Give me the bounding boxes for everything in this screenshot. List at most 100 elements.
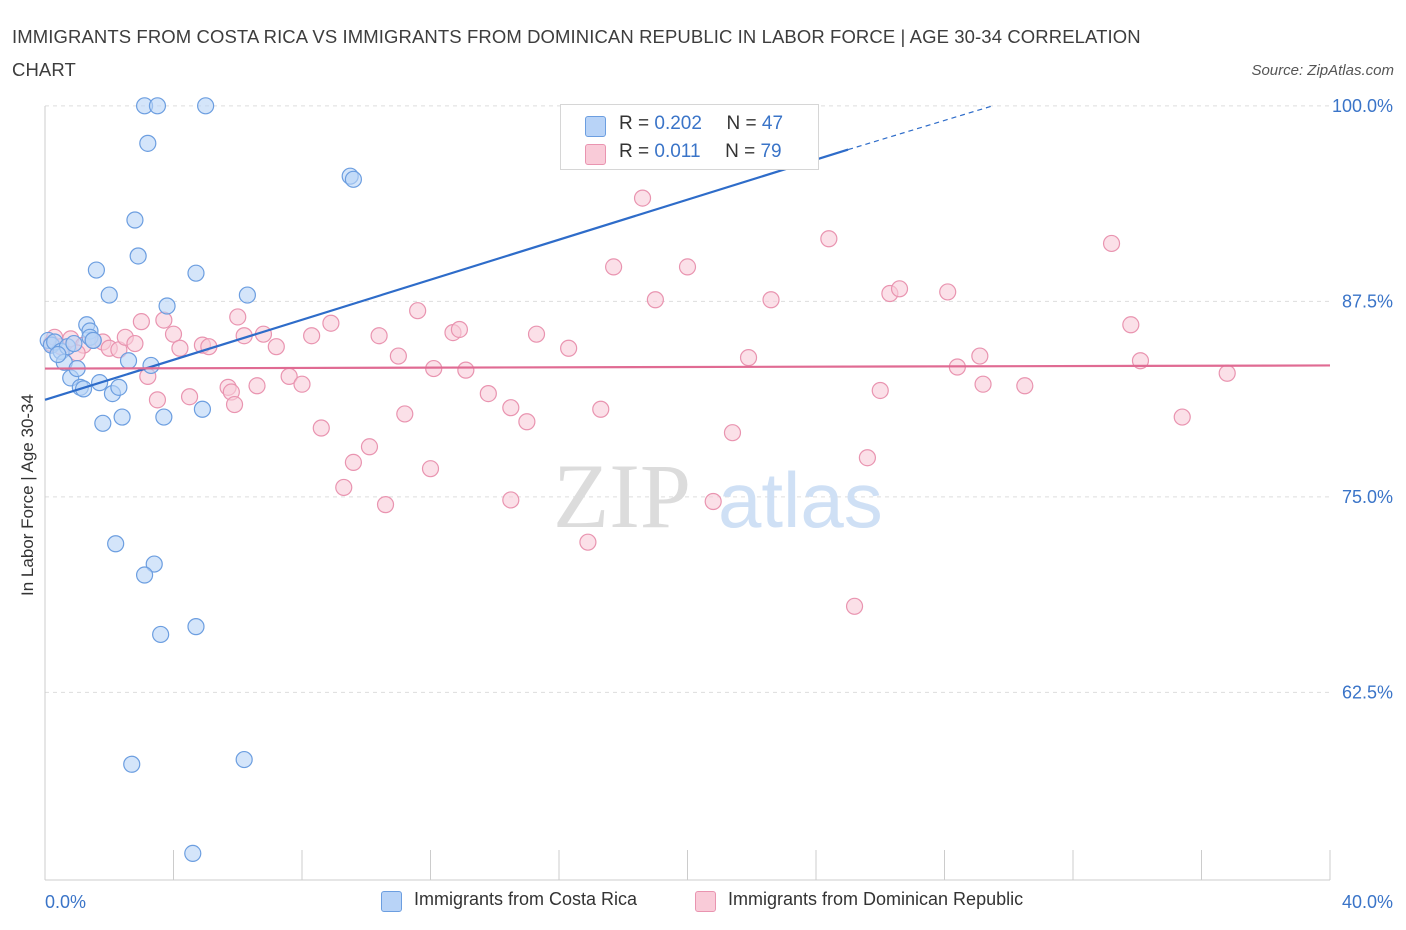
pink-point — [164, 325, 183, 343]
series-legend: Immigrants from Costa Rica Immigrants fr… — [0, 889, 1406, 915]
pink-point — [592, 400, 610, 418]
pink-point — [248, 377, 266, 395]
blue-point — [110, 378, 128, 396]
r-value: 0.011 — [654, 141, 701, 162]
pink-point — [344, 453, 362, 472]
y-tick-label: 87.5% — [1342, 291, 1393, 311]
pink-point — [335, 478, 353, 497]
pink-point — [502, 491, 520, 509]
blue-point — [113, 408, 131, 426]
blue-point — [126, 211, 144, 229]
pink-point — [303, 327, 321, 345]
pink-point — [126, 334, 144, 353]
pink-point — [1173, 408, 1191, 426]
pink-point — [723, 424, 742, 442]
blue-point — [193, 400, 212, 418]
chart-title: IMMIGRANTS FROM COSTA RICA VS IMMIGRANTS… — [12, 26, 1141, 80]
legend-swatch-pink — [585, 144, 606, 165]
pink-point — [974, 375, 992, 393]
blue-point — [123, 755, 141, 773]
blue-trend-line — [44, 148, 849, 401]
pink-point — [155, 311, 173, 329]
pink-point — [148, 391, 167, 409]
pink-trend-line — [44, 364, 1331, 370]
pink-point — [322, 314, 340, 332]
pink-point — [527, 325, 546, 343]
blue-point — [238, 286, 256, 304]
y-axis-label: In Labor Force | Age 30-34 — [18, 394, 37, 596]
pink-point — [1218, 364, 1236, 382]
correlation-legend: R = 0.202 N = 47 R = 0.011 N = 79 — [560, 104, 819, 170]
pink-point — [389, 347, 407, 365]
pink-point — [579, 533, 597, 551]
pink-point — [132, 313, 150, 331]
axis-layer — [44, 106, 1331, 881]
pink-point — [502, 399, 520, 417]
pink-point — [293, 375, 311, 393]
pink-point — [845, 597, 864, 615]
y-tick-label: 100.0% — [1332, 96, 1393, 116]
r-label: R = — [619, 113, 650, 134]
pink-point — [871, 381, 889, 400]
n-label: N = — [725, 141, 756, 162]
tick-labels: 62.5% 75.0% 87.5% 100.0% 0.0% 40.0% — [45, 96, 1393, 912]
pink-point — [360, 438, 379, 456]
pink-point — [409, 302, 427, 320]
blue-point — [197, 97, 215, 115]
blue-point — [139, 134, 157, 152]
blue-point — [158, 297, 176, 315]
pink-point — [370, 327, 388, 345]
blue-point — [94, 414, 112, 432]
legend-swatch-blue — [585, 116, 606, 137]
pink-point — [939, 283, 957, 301]
blue-point — [135, 566, 154, 584]
watermark-zip: ZIP — [553, 445, 691, 547]
pink-point — [267, 338, 285, 356]
pink-point — [396, 405, 414, 423]
x-tick-label: 0.0% — [45, 892, 86, 912]
x-tick-label: 40.0% — [1342, 892, 1393, 912]
blue-point — [119, 352, 138, 370]
pink-point — [560, 339, 578, 357]
blue-point — [49, 345, 67, 364]
pink-point — [1131, 352, 1150, 370]
pink-point — [479, 384, 497, 403]
trend-lines — [44, 105, 1331, 401]
legend-swatch-blue — [381, 891, 402, 912]
watermark: ZIP atlas — [553, 445, 883, 547]
blue-trend-extension — [847, 105, 993, 151]
blue-point — [87, 261, 106, 279]
pink-point — [1016, 377, 1034, 395]
blue-series-points — [39, 97, 362, 863]
pink-point — [180, 388, 199, 406]
pink-point — [605, 258, 623, 276]
pink-point — [762, 291, 780, 309]
n-label: N = — [726, 113, 757, 134]
pink-point — [312, 419, 330, 437]
legend-label-costa-rica: Immigrants from Costa Rica — [414, 889, 638, 909]
blue-point — [65, 334, 83, 353]
blue-point — [100, 286, 118, 304]
pink-point — [890, 280, 909, 298]
source-label: Source: ZipAtlas.com — [1251, 62, 1394, 79]
pink-point — [971, 347, 989, 365]
blue-point — [152, 625, 170, 644]
pink-point — [1102, 234, 1121, 253]
pink-point — [450, 320, 469, 339]
blue-point — [235, 750, 253, 769]
n-value: 79 — [760, 141, 782, 162]
r-value: 0.202 — [654, 113, 702, 134]
blue-point — [187, 618, 205, 636]
pink-point — [646, 291, 664, 309]
pink-point — [421, 460, 440, 478]
blue-point — [107, 535, 125, 553]
pink-point — [225, 395, 244, 414]
n-value: 47 — [761, 113, 784, 134]
pink-point — [704, 492, 722, 511]
pink-point — [1122, 316, 1140, 334]
pink-point — [633, 189, 652, 207]
legend-swatch-pink — [695, 891, 716, 912]
blue-point — [129, 247, 147, 265]
pink-point — [171, 339, 189, 357]
pink-series-points — [42, 189, 1236, 615]
